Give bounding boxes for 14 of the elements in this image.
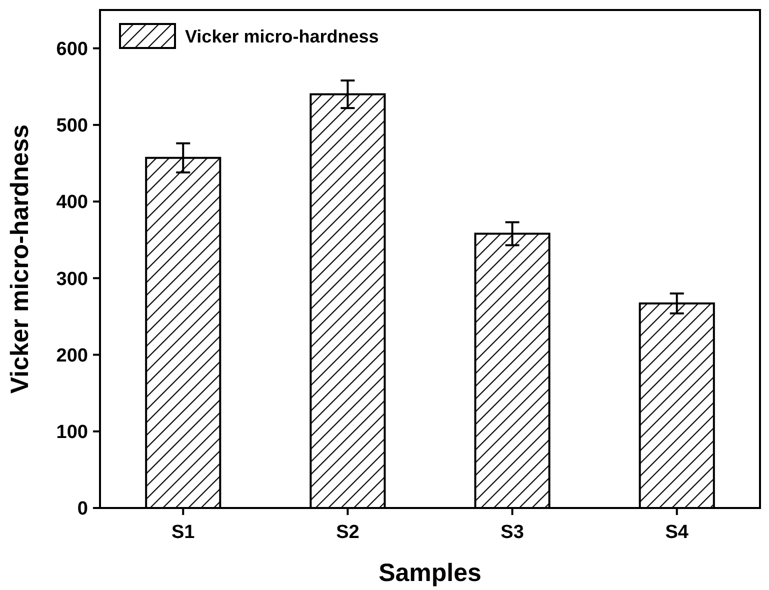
y-tick-label: 400: [56, 192, 88, 214]
x-tick-label: S1: [171, 522, 196, 543]
x-axis-title: Samples: [378, 559, 482, 587]
x-tick-label: S3: [500, 522, 524, 543]
x-tick-label: S4: [665, 522, 689, 543]
y-tick-label: 500: [56, 116, 88, 137]
y-tick-label: 300: [56, 268, 88, 290]
y-tick-label: 200: [56, 345, 88, 366]
y-tick-label: 100: [56, 422, 88, 444]
x-tick-label: S2: [336, 522, 360, 543]
y-axis-title: Vicker micro-hardness: [6, 124, 34, 394]
legend-label: Vicker micro-hardness: [185, 26, 379, 46]
y-tick-label: 0: [77, 498, 88, 520]
y-tick-label: 600: [56, 38, 88, 60]
